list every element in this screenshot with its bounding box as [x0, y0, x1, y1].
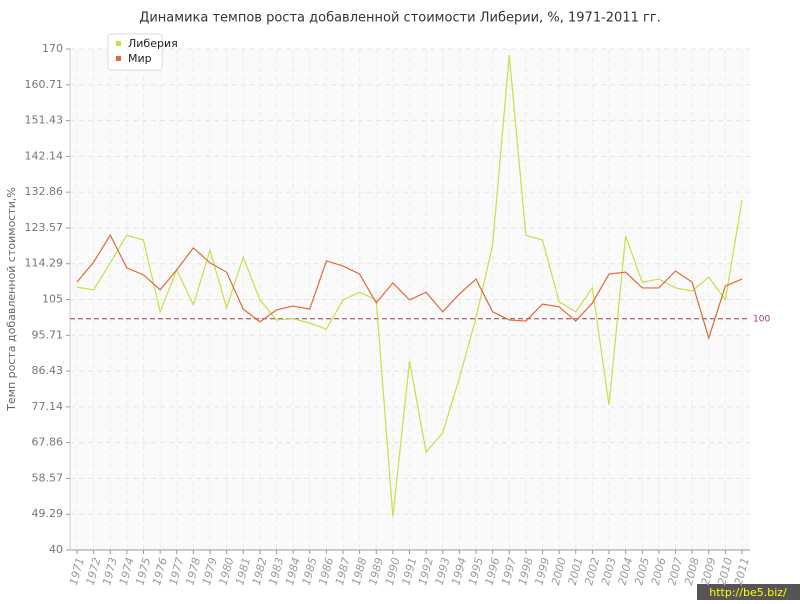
y-tick-label: 58.57 — [32, 471, 64, 484]
legend-box — [107, 33, 163, 71]
y-tick-label: 114.29 — [25, 257, 64, 270]
legend-label: Мир — [128, 52, 152, 65]
y-tick-label: 95.71 — [32, 328, 64, 341]
reference-label: 100 — [753, 314, 770, 324]
y-tick-label: 40 — [49, 543, 63, 556]
y-tick-label: 132.86 — [25, 185, 64, 198]
legend-swatch — [116, 56, 121, 61]
y-tick-label: 142.14 — [25, 149, 64, 162]
series-line — [76, 55, 743, 517]
y-tick-label: 151.43 — [25, 114, 64, 127]
y-tick-label: 77.14 — [32, 400, 64, 413]
x-tick-label: 2011 — [732, 556, 752, 586]
legend-label: Либерия — [128, 37, 178, 50]
series-line — [76, 233, 743, 341]
legend-swatch — [116, 41, 121, 46]
y-tick-label: 160.71 — [25, 78, 64, 91]
y-tick-label: 86.43 — [32, 364, 64, 377]
y-tick-label: 105 — [42, 293, 63, 306]
y-tick-label: 170 — [42, 42, 63, 55]
y-tick-label: 67.86 — [32, 436, 64, 449]
y-tick-label: 123.57 — [25, 221, 64, 234]
chart-title: Динамика темпов роста добавленной стоимо… — [139, 11, 661, 26]
watermark: http://be5.biz/ — [709, 586, 787, 599]
legend: Либерия Мир — [107, 33, 178, 71]
watermark-bg — [697, 584, 800, 600]
y-tick-label: 49.29 — [32, 507, 64, 520]
y-axis-label: Темп роста добавленной стоимости,% — [5, 187, 18, 412]
